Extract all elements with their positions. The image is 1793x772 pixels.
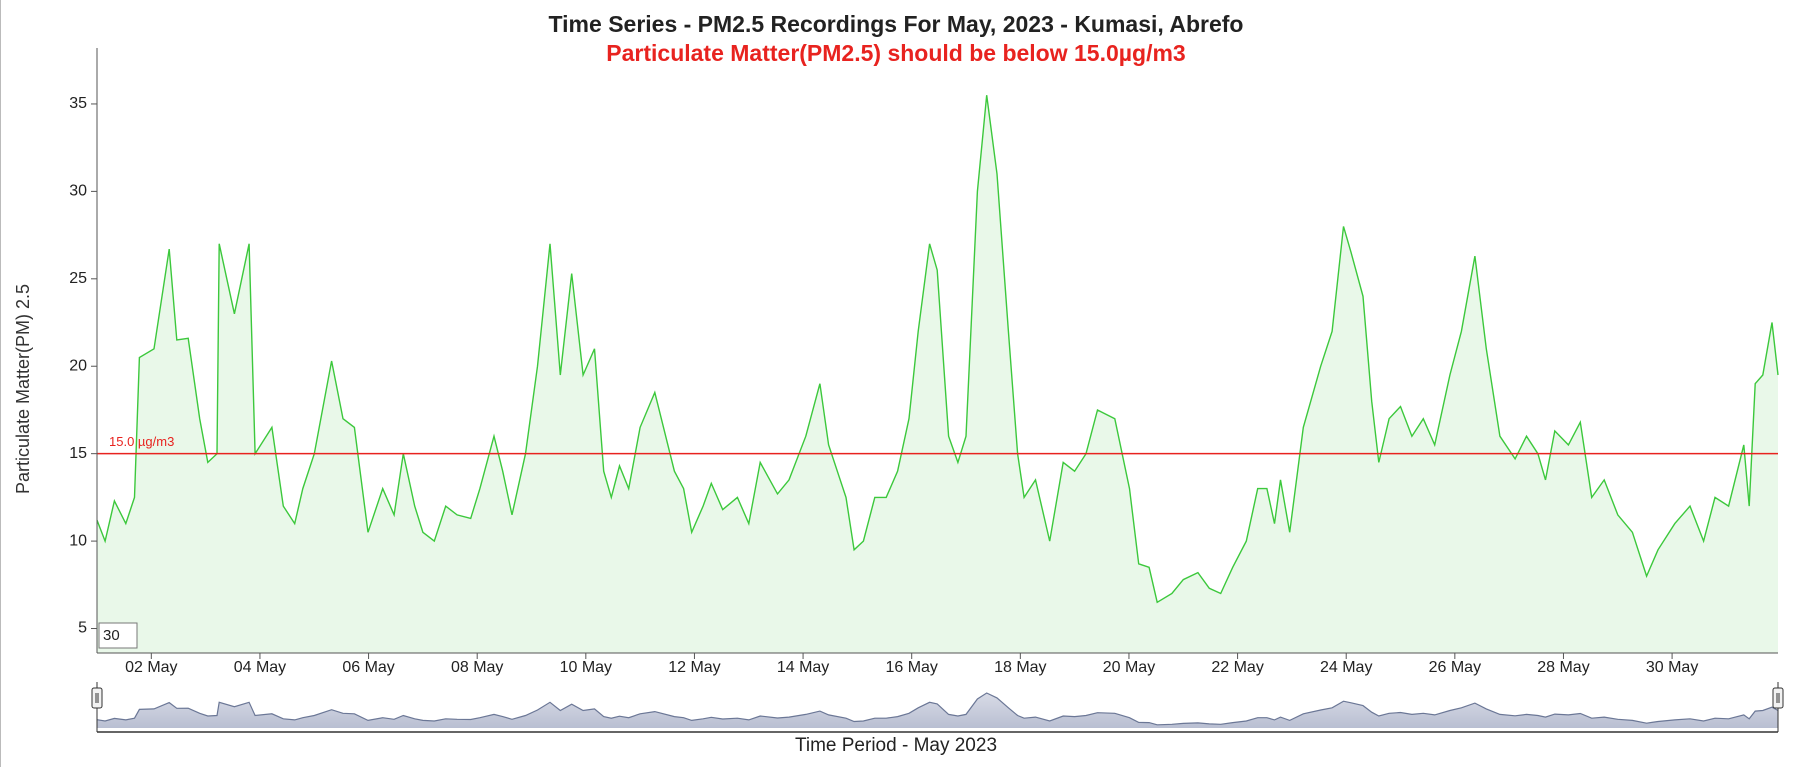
x-tick-label: 18 May: [994, 659, 1046, 676]
area-fill: [97, 95, 1778, 653]
x-tick-label: 12 May: [668, 659, 720, 676]
chart-subtitle: Particulate Matter(PM2.5) should be belo…: [606, 40, 1185, 66]
range-input-value: 30: [103, 627, 120, 644]
x-tick-label: 30 May: [1646, 659, 1698, 676]
x-tick-label: 06 May: [342, 659, 394, 676]
range-input[interactable]: [98, 622, 138, 649]
navigator-handle[interactable]: [1772, 687, 1784, 709]
y-tick-label: 35: [69, 95, 87, 112]
y-tick-label: 5: [78, 620, 87, 637]
x-tick-label: 14 May: [777, 659, 829, 676]
y-tick-label: 10: [69, 532, 87, 549]
navigator-area: [97, 693, 1778, 728]
x-tick-label: 26 May: [1429, 659, 1481, 676]
x-tick-label: 22 May: [1211, 659, 1263, 676]
navigator-handle[interactable]: [91, 687, 103, 709]
chart-title: Time Series - PM2.5 Recordings For May, …: [549, 11, 1244, 37]
x-tick-label: 24 May: [1320, 659, 1372, 676]
x-tick-label: 10 May: [560, 659, 612, 676]
y-tick-label: 30: [69, 183, 87, 200]
x-tick-label: 02 May: [125, 659, 177, 676]
y-tick-label: 20: [69, 357, 87, 374]
y-axis-title: Particulate Matter(PM) 2.5: [13, 284, 33, 494]
y-tick-label: 15: [69, 445, 87, 462]
x-tick-label: 20 May: [1103, 659, 1155, 676]
x-tick-label: 08 May: [451, 659, 503, 676]
y-tick-label: 25: [69, 270, 87, 287]
x-tick-label: 16 May: [885, 659, 937, 676]
x-tick-label: 04 May: [234, 659, 286, 676]
navigator-line: [96, 692, 1779, 726]
line: [96, 95, 1779, 604]
x-tick-label: 28 May: [1537, 659, 1589, 676]
x-axis-title: Time Period - May 2023: [795, 735, 997, 756]
threshold-label: 15.0 µg/m3: [109, 434, 174, 449]
